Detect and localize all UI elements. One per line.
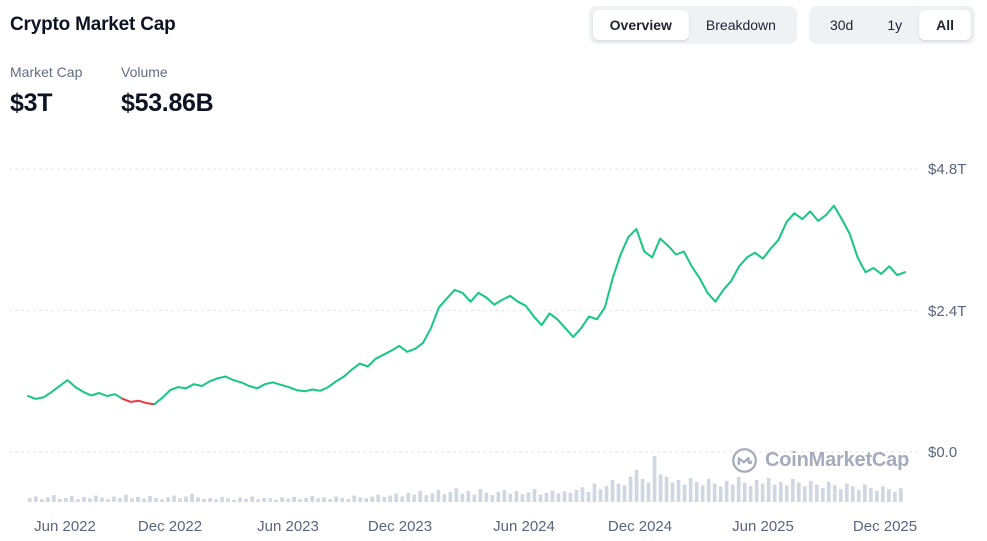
x-axis-label: Jun 2023 [257,518,319,535]
tab-overview[interactable]: Overview [592,10,689,40]
header: Crypto Market Cap Overview Breakdown 30d… [10,6,975,44]
market-cap-value: $3T [10,89,53,117]
market-cap-label: Market Cap [10,64,83,80]
range-1y-button[interactable]: 1y [870,10,919,40]
x-axis-label: Dec 2024 [607,518,673,535]
x-axis-label: Jun 2024 [493,518,555,535]
x-axis-label: Jun 2025 [732,518,794,535]
x-axis-label: Dec 2022 [137,518,203,535]
watermark-text: CoinMarketCap [765,449,910,471]
page-title: Crypto Market Cap [10,14,176,35]
range-all-button[interactable]: All [919,10,971,40]
chart-toggles: Overview Breakdown 30d 1y All [588,6,975,44]
market-cap-stat: Market Cap $3T [10,64,121,118]
volume-label: Volume [121,64,168,80]
range-toggle-group: 30d 1y All [808,6,975,44]
y-axis-label: $4.8T [928,161,967,178]
stats-row: Market Cap $3T Volume $53.86B [10,64,214,118]
range-30d-button[interactable]: 30d [813,10,870,40]
tab-breakdown[interactable]: Breakdown [689,10,793,40]
volume-value: $53.86B [121,89,214,117]
volume-stat: Volume $53.86B [121,64,214,118]
x-axis-label: Dec 2025 [852,518,918,535]
coinmarketcap-watermark: CoinMarketCap [731,447,909,474]
x-axis-label: Dec 2023 [367,518,433,535]
y-axis-label: $0.0 [928,444,958,461]
x-axis-label: Jun 2022 [34,518,96,535]
y-axis-label: $2.4T [928,303,967,320]
view-toggle-group: Overview Breakdown [588,6,797,44]
coinmarketcap-logo-icon [731,447,758,474]
